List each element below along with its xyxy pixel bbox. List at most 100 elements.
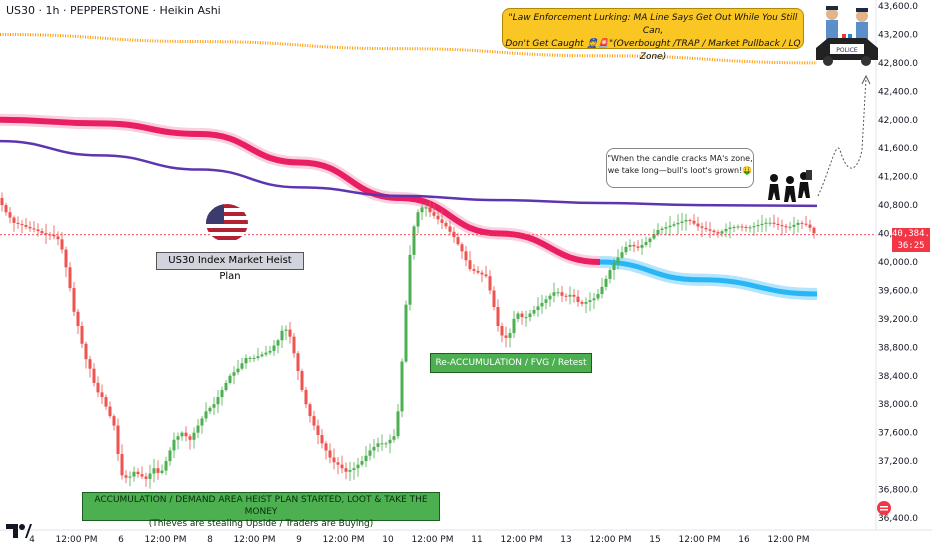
candle (204, 402, 208, 423)
candle (144, 472, 148, 487)
candle-body (120, 454, 124, 476)
candle (0, 192, 4, 212)
candle-body (456, 237, 460, 245)
candle (592, 293, 596, 310)
candle (380, 434, 384, 451)
candle-body (40, 231, 44, 234)
price-axis[interactable]: 36,400.0 36,800.0 37,200.0 37,600.0 38,000.0… (875, 0, 932, 550)
candle-body (80, 326, 84, 344)
candle-body (492, 290, 496, 308)
candle-body (576, 296, 580, 302)
candle-body (724, 229, 728, 232)
candles (0, 192, 816, 489)
candle-body (736, 226, 740, 228)
candle (760, 214, 764, 233)
y-tick-label: 41,600.0 (878, 144, 918, 154)
candle-body (288, 329, 292, 337)
candle (24, 217, 28, 229)
candle-body (500, 326, 504, 336)
candle (232, 366, 236, 385)
candle (308, 402, 312, 423)
x-tick-label: 13 (560, 535, 571, 545)
candle (668, 216, 672, 237)
candle (732, 224, 736, 233)
candle (556, 287, 560, 297)
candle-body (628, 244, 632, 247)
candle-body (372, 446, 376, 451)
police-warning-line-1: "Law Enforcement Lurking: MA Line Says G… (508, 13, 798, 36)
candle (148, 464, 152, 489)
candle (744, 224, 748, 232)
candle-body (732, 227, 736, 229)
candle (432, 203, 436, 219)
candle-body (644, 242, 648, 245)
candle (80, 321, 84, 349)
candle-body (756, 225, 760, 227)
candle-body (384, 443, 388, 445)
candle (36, 223, 40, 237)
heist-plan-label: US30 Index Market Heist Plan (156, 252, 304, 282)
candle (524, 310, 528, 327)
candle-body (632, 244, 636, 247)
candle (632, 241, 636, 253)
candle-body (680, 221, 684, 223)
candle (192, 427, 196, 449)
candle (532, 305, 536, 317)
thieves-icon (764, 170, 814, 208)
candle (472, 264, 476, 275)
candle (676, 214, 680, 235)
candle-body (240, 363, 244, 369)
candle (616, 249, 620, 270)
candle-body (16, 222, 20, 224)
candle-body (652, 234, 656, 239)
candle (808, 219, 812, 232)
candle-body (760, 223, 764, 226)
x-tick-label: 12:00 PM (56, 535, 98, 545)
candle-body (20, 223, 24, 226)
candle-body (716, 232, 720, 234)
candle (16, 216, 20, 229)
candle (420, 204, 424, 220)
candle-body (12, 217, 16, 223)
settings-icon[interactable] (876, 500, 892, 516)
candle (96, 376, 100, 398)
x-tick-label: 12:00 PM (323, 535, 365, 545)
x-tick-label: 12:00 PM (234, 535, 276, 545)
candle-body (676, 222, 680, 225)
candle (736, 224, 740, 230)
candle (248, 356, 252, 363)
candle (168, 447, 172, 466)
candle (688, 218, 692, 225)
candle-body (356, 464, 360, 469)
candle (640, 238, 644, 255)
candle (796, 219, 800, 233)
candle-body (272, 345, 276, 351)
candle (412, 224, 416, 260)
candle (272, 340, 276, 356)
candle-body (504, 335, 508, 338)
candle (236, 360, 240, 375)
candle-body (344, 468, 348, 472)
candle (260, 351, 264, 358)
police-warning-callout: "Law Enforcement Lurking: MA Line Says G… (502, 8, 804, 62)
candle-body (284, 329, 288, 331)
candle-body (292, 336, 296, 354)
candle (636, 240, 640, 252)
candle-body (488, 276, 492, 291)
candle-body (32, 228, 36, 230)
candle (752, 222, 756, 236)
candle-body (156, 468, 160, 473)
candle (136, 468, 140, 478)
x-tick-label: 12:00 PM (412, 535, 454, 545)
candle (120, 444, 124, 480)
candle (756, 219, 760, 232)
chart-title: US30 · 1h · PEPPERSTONE · Heikin Ashi (6, 4, 221, 17)
candle-body (660, 228, 664, 230)
candle (372, 439, 376, 459)
candle-body (464, 251, 468, 261)
time-axis[interactable]: 4 12:00 PM 6 12:00 PM 8 12:00 PM 9 12:00 PM 10 12… (0, 529, 932, 545)
candle-body (712, 230, 716, 233)
candle-body (744, 227, 748, 229)
candle (404, 300, 408, 364)
